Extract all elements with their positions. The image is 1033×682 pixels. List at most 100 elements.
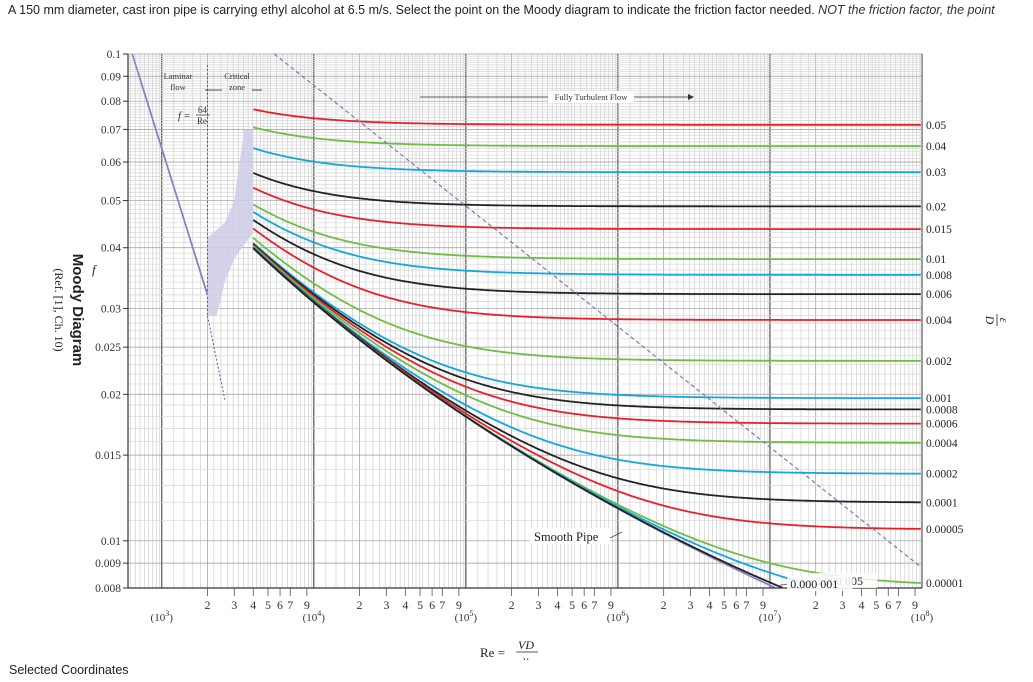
smooth-pipe-label: Smooth Pipe: [534, 530, 599, 544]
chart-grid: [128, 53, 923, 589]
laminar-formula-num: 64: [198, 105, 208, 115]
y-tick-label: 0.07: [101, 124, 121, 136]
y-tick-label: 0.03: [101, 304, 121, 316]
x-minor-tick-label: 6: [885, 598, 891, 612]
question-body: A 150 mm diameter, cast iron pipe is car…: [8, 3, 815, 17]
roughness-label-0.0006: 0.0006: [926, 419, 958, 431]
x-minor-tick-label: 3: [535, 598, 541, 612]
moody-diagram-chart[interactable]: 0.10.090.080.070.060.050.040.030.0250.02…: [0, 30, 1033, 660]
roughness-axis-label-group: εD: [983, 314, 1011, 326]
x-minor-tick-label: 6: [733, 598, 739, 612]
laminar-label-line1: Laminar: [164, 71, 193, 81]
x-minor-tick-label: 9: [760, 598, 766, 612]
y-tick-label: 0.09: [101, 71, 121, 83]
roughness-label-bg: [787, 576, 853, 592]
x-minor-tick-label: 7: [439, 598, 445, 612]
y-tick-label: 0.05: [101, 196, 121, 208]
roughness-label-0.01: 0.01: [926, 254, 946, 266]
roughness-curve-0.0004: [252, 245, 921, 444]
question-text: A 150 mm diameter, cast iron pipe is car…: [8, 3, 1033, 23]
x-minor-tick-label: 6: [581, 598, 587, 612]
x-minor-tick-label: 4: [858, 598, 864, 612]
x-axis-label-denominator: ν: [523, 653, 529, 660]
x-minor-tick-label: 7: [287, 598, 293, 612]
x-minor-tick-label: 2: [205, 598, 211, 612]
roughness-curve-0.05: [253, 108, 921, 126]
x-minor-tick-label: 5: [417, 598, 423, 612]
roughness-curve-0.000001: [252, 247, 783, 589]
laminar-formula-den: Re: [197, 116, 207, 126]
roughness-curve-0.004: [252, 227, 921, 321]
x-axis-label-lhs: Re =: [480, 645, 505, 660]
x-minor-tick-label: 7: [591, 598, 597, 612]
laminar-label-line2: flow: [170, 82, 186, 92]
y-tick-label: 0.008: [95, 583, 121, 595]
x-minor-tick-label: 4: [250, 598, 256, 612]
x-minor-tick-label: 5: [569, 598, 575, 612]
x-minor-tick-label: 4: [554, 598, 560, 612]
x-minor-tick-label: 7: [895, 598, 901, 612]
selected-coordinates-label: Selected Coordinates: [9, 663, 129, 677]
y-tick-label: 0.015: [95, 450, 121, 462]
y-tick-label: 0.02: [101, 389, 121, 401]
roughness-label-0.04: 0.04: [926, 141, 946, 153]
x-decade-label: (103): [151, 609, 174, 624]
roughness-label-0.015: 0.015: [926, 224, 952, 236]
x-axis-label-numerator: VD: [518, 638, 534, 652]
critical-label-line1: Critical: [224, 71, 250, 81]
roughness-label-0.0002: 0.0002: [926, 469, 958, 481]
roughness-label-0.008: 0.008: [926, 270, 952, 282]
roughness-curve-0.006: [252, 219, 921, 296]
roughness-label-0.0001: 0.0001: [926, 497, 958, 509]
x-minor-tick-label: 9: [456, 598, 462, 612]
x-minor-tick-label: 7: [743, 598, 749, 612]
x-minor-tick-label: 5: [873, 598, 879, 612]
y-tick-label: 0.009: [95, 558, 121, 570]
roughness-axis-label-den: D: [983, 315, 997, 325]
fully-turbulent-boundary: [273, 53, 923, 569]
fully-turbulent-boundary-line: [273, 53, 923, 569]
roughness-curve-0.0008: [252, 243, 921, 411]
y-tick-label: 0.08: [101, 96, 121, 108]
roughness-curve-0.0002: [252, 246, 921, 475]
smooth-pipe-leader: [609, 531, 623, 539]
roughness-curve-0.01: [252, 203, 921, 261]
laminar-flow-line-full: [131, 53, 209, 296]
roughness-curve-0.0006: [252, 244, 921, 425]
laminar-formula-lhs: f =: [178, 111, 191, 122]
roughness-curve-0.015: [252, 186, 921, 231]
x-minor-tick-label: 9: [304, 598, 310, 612]
x-minor-tick-label: 3: [839, 598, 845, 612]
x-decade-label: (104): [303, 609, 326, 624]
question-emphasis: NOT the friction factor, the point: [818, 3, 995, 17]
roughness-label-0.0004: 0.0004: [926, 438, 958, 450]
critical-zone-extension: [207, 315, 226, 400]
smooth-pipe-curve: [252, 247, 776, 589]
chart-labels: 0.050.040.030.020.0150.010.0080.0060.004…: [52, 71, 1011, 660]
roughness-label-0.00005: 0.00005: [926, 524, 964, 536]
critical-label-line2: zone: [229, 82, 245, 92]
roughness-curve-0.04: [253, 126, 921, 147]
y-axis-label: f: [92, 262, 98, 277]
roughness-label-0.03: 0.03: [926, 167, 946, 179]
fully-turbulent-arrow-head: [688, 94, 694, 100]
roughness-label-leader: [780, 583, 788, 586]
y-tick-label: 0.1: [107, 49, 122, 61]
x-minor-tick-label: 4: [402, 598, 408, 612]
y-tick-label: 0.01: [101, 536, 121, 548]
x-minor-tick-label: 2: [509, 598, 515, 612]
fully-turbulent-label: Fully Turbulent Flow: [555, 92, 629, 102]
y-tick-label: 0.06: [101, 157, 121, 169]
roughness-label-0.000001: 0.000 001: [790, 577, 838, 591]
x-minor-tick-label: 4: [706, 598, 712, 612]
roughness-label-0.0008: 0.0008: [926, 404, 958, 416]
fully-turbulent-label-bg: [548, 91, 634, 103]
roughness-label-0.002: 0.002: [926, 356, 952, 368]
roughness-label-0.004: 0.004: [926, 315, 952, 327]
roughness-label-0.006: 0.006: [926, 289, 952, 301]
y-tick-label: 0.025: [95, 342, 121, 354]
roughness-axis-label-num: ε: [997, 318, 1011, 323]
roughness-label-0.001: 0.001: [926, 393, 952, 405]
chart-axes: 0.10.090.080.070.060.050.040.030.0250.02…: [95, 49, 933, 624]
roughness-label-0.00001: 0.00001: [926, 578, 964, 590]
